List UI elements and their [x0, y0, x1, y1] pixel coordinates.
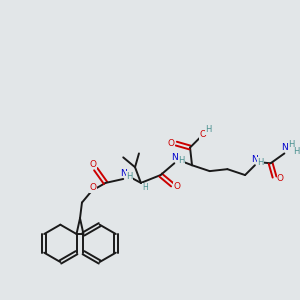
Text: N: N [120, 169, 127, 178]
Text: H: H [293, 147, 299, 156]
Text: O: O [277, 175, 284, 184]
Text: N: N [171, 153, 178, 162]
Text: N: N [281, 143, 288, 152]
Text: H: H [178, 156, 184, 165]
Text: O: O [199, 130, 206, 139]
Text: N: N [251, 155, 258, 164]
Text: H: H [258, 158, 264, 167]
Text: H: H [206, 125, 212, 134]
Text: O: O [168, 139, 175, 148]
Text: H: H [126, 172, 132, 181]
Text: O: O [174, 182, 181, 191]
Text: O: O [89, 160, 96, 169]
Text: H: H [288, 140, 294, 149]
Text: H: H [142, 183, 148, 192]
Text: O: O [89, 183, 96, 192]
